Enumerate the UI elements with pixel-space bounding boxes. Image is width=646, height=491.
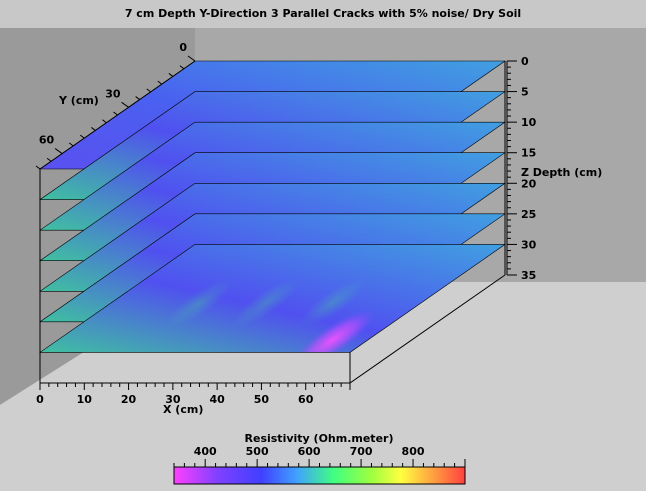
x-tick-label: 20 <box>121 393 137 406</box>
y-axis-tick <box>135 96 140 100</box>
colorbar-tick-label: 700 <box>350 445 373 458</box>
y-axis-tick <box>68 142 74 147</box>
x-tick-label: 10 <box>77 393 93 406</box>
z-tick-label: 0 <box>521 55 529 68</box>
y-axis-tick <box>146 88 152 93</box>
colorbar-tick-label: 500 <box>246 445 269 458</box>
y-axis-label: Y (cm) <box>58 94 99 107</box>
y-axis-tick <box>35 165 41 170</box>
resistivity-anomaly <box>233 279 298 327</box>
z-tick-label: 20 <box>521 177 537 190</box>
resistivity-anomaly <box>300 279 365 327</box>
slice-outline <box>39 244 506 353</box>
x-tick-label: 40 <box>209 393 225 406</box>
low-resistivity-zone <box>290 309 375 353</box>
x-tick-label: 60 <box>298 393 314 406</box>
colorbar-label: Resistivity (Ohm.meter) <box>245 432 394 445</box>
colorbar: 400 500 600 700 800 <box>173 445 466 485</box>
y-axis-tick <box>157 80 163 85</box>
chart-title: 7 cm Depth Y-Direction 3 Parallel Cracks… <box>125 7 521 20</box>
depth-slices <box>39 60 506 353</box>
x-tick-label: 50 <box>254 393 270 406</box>
y-axis-tick <box>121 101 129 108</box>
y-axis-tick <box>79 134 85 139</box>
z-tick-label: 5 <box>521 86 529 99</box>
colorbar-tick-label: 600 <box>298 445 321 458</box>
y-axis-tick <box>168 73 174 77</box>
y-tick-label: 30 <box>105 87 121 100</box>
resistivity-anomaly <box>167 279 232 327</box>
z-axis-label: Z Depth (cm) <box>521 166 602 179</box>
y-axis-tick <box>113 111 118 116</box>
y-axis-tick <box>46 157 52 162</box>
axes: 0 5 10 15 20 25 30 35 0 10 20 30 40 50 60 0 30 60 <box>35 41 537 406</box>
y-axis-tick <box>91 127 96 131</box>
z-tick-label: 35 <box>521 269 536 282</box>
y-axis-tick <box>187 55 196 62</box>
colorbar-tick-label: 400 <box>194 445 217 458</box>
y-axis-tick <box>54 148 63 154</box>
y-tick-label: 60 <box>39 134 55 147</box>
z-tick-label: 10 <box>521 116 537 129</box>
colorbar-scale <box>173 466 466 485</box>
z-tick-label: 25 <box>521 208 536 221</box>
z-tick-label: 30 <box>521 238 537 251</box>
z-tick-label: 15 <box>521 147 536 160</box>
x-tick-label: 0 <box>36 393 44 406</box>
y-axis-tick <box>102 119 107 124</box>
x-tick-label: 30 <box>165 393 181 406</box>
depth-slice <box>39 244 506 353</box>
x-axis-label: X (cm) <box>163 403 203 416</box>
colorbar-tick-label: 800 <box>402 445 425 458</box>
y-tick-label: 0 <box>179 41 187 54</box>
y-axis-tick <box>179 65 185 70</box>
